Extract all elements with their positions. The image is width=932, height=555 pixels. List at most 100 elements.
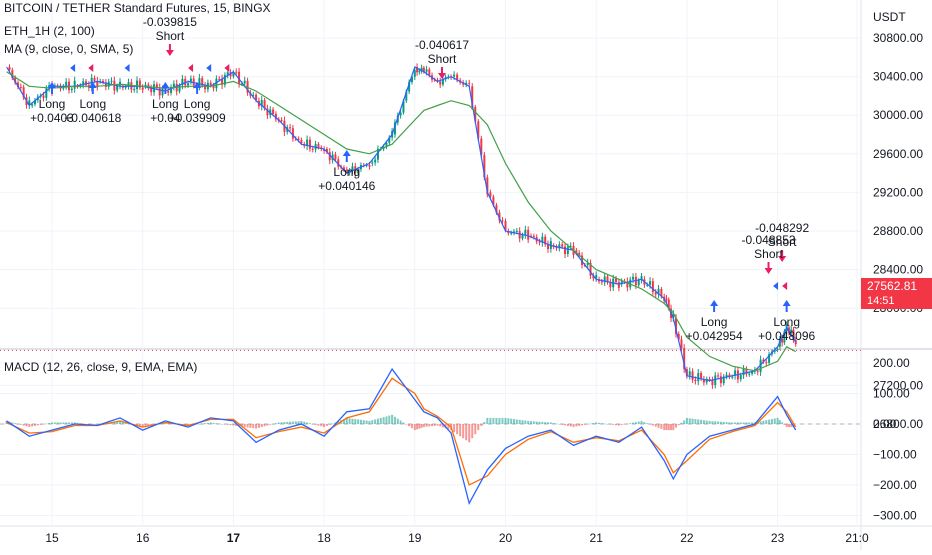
histogram-bar — [606, 424, 609, 425]
candle-body — [388, 137, 391, 143]
trade-flag-icon — [224, 64, 230, 72]
histogram-bar — [33, 424, 36, 426]
histogram-bar — [31, 424, 34, 427]
histogram-bar — [725, 422, 728, 424]
candle-body — [144, 84, 147, 87]
candle-body — [762, 359, 765, 362]
signal-value: -0.040617 — [415, 38, 469, 52]
candle-body — [351, 166, 354, 171]
long-arrow-icon — [161, 82, 170, 88]
candle-body — [742, 368, 745, 376]
histogram-bar — [510, 418, 513, 424]
candle-body — [547, 244, 550, 249]
candle-body — [530, 235, 533, 237]
candle-body — [667, 299, 670, 309]
histogram-bar — [73, 422, 76, 424]
histogram-bar — [615, 424, 618, 426]
candle-body — [640, 276, 643, 281]
trade-flag-icon — [88, 64, 94, 72]
histogram-bar — [263, 424, 266, 427]
histogram-bar — [583, 424, 586, 425]
candle-body — [637, 280, 640, 286]
histogram-bar — [564, 424, 567, 426]
histogram-bar — [665, 424, 668, 431]
signal-long: Long+0.040146 — [318, 150, 376, 193]
histogram-bar — [751, 422, 754, 424]
histogram-bar — [501, 417, 504, 424]
candle-body — [252, 94, 255, 96]
candle-body — [192, 78, 195, 86]
signal-label: Long — [773, 315, 800, 329]
candle-body — [96, 80, 99, 87]
histogram-bar — [439, 424, 442, 427]
histogram-bar — [719, 421, 722, 424]
histogram-bar — [626, 423, 629, 425]
histogram-bar — [359, 419, 362, 424]
candle-body — [158, 87, 161, 96]
candle-body — [311, 148, 314, 150]
candle-body — [161, 88, 164, 96]
time-tick-label: 23 — [771, 531, 785, 545]
long-arrow-icon — [88, 82, 97, 88]
macd-pane[interactable] — [0, 367, 861, 506]
candle-body — [223, 75, 226, 85]
candle-body — [725, 374, 728, 377]
histogram-bar — [362, 420, 365, 424]
candle-body — [685, 369, 688, 377]
candle-body — [541, 236, 544, 243]
candle-body — [657, 288, 660, 295]
histogram-bar — [623, 424, 626, 425]
histogram-bar — [612, 424, 615, 425]
candle-body — [345, 169, 348, 171]
candle-body — [272, 109, 275, 114]
candle-body — [518, 231, 521, 239]
candle-body — [14, 77, 17, 83]
histogram-bar — [783, 424, 786, 425]
candle-body — [702, 379, 705, 383]
histogram-bar — [297, 421, 300, 424]
histogram-bar — [420, 424, 423, 428]
candle-body — [308, 139, 311, 149]
last-price-badge: 27562.81 — [861, 278, 932, 295]
candle-body — [306, 139, 309, 146]
histogram-bar — [323, 424, 326, 428]
histogram-bar — [79, 423, 82, 424]
price-pane[interactable] — [0, 63, 861, 389]
price-tick-label: 30000.00 — [873, 108, 923, 122]
candle-body — [617, 282, 620, 288]
histogram-bar — [65, 422, 68, 424]
candle-body — [266, 108, 269, 116]
histogram-bar — [620, 424, 623, 425]
histogram-bar — [19, 424, 22, 425]
signal-label: Long — [152, 97, 179, 111]
histogram-bar — [87, 424, 90, 425]
histogram-bar — [223, 424, 226, 425]
macd-legend: MACD (12, 26, close, 9, EMA, EMA) — [4, 360, 198, 374]
histogram-bar — [238, 424, 241, 427]
candle-body — [325, 148, 328, 153]
histogram-bar — [589, 423, 592, 425]
histogram-bar — [308, 423, 311, 424]
candle-body — [498, 212, 501, 221]
candle-body — [167, 91, 170, 93]
candle-body — [768, 354, 771, 363]
time-tick-label: 21 — [590, 531, 604, 545]
histogram-bar — [113, 422, 116, 424]
candle-body — [121, 86, 124, 88]
histogram-bar — [314, 424, 317, 425]
signal-value: +0.039909 — [169, 111, 226, 125]
histogram-bar — [486, 417, 489, 424]
histogram-bar — [685, 417, 688, 424]
histogram-bar — [328, 424, 331, 425]
candle-body — [300, 140, 303, 143]
candle-body — [532, 235, 535, 238]
short-arrow-icon — [778, 256, 787, 262]
candle-body — [374, 159, 377, 163]
histogram-bar — [396, 418, 399, 424]
histogram-bar — [748, 422, 751, 424]
symbol-title: BITCOIN / TETHER Standard Futures, 15, B… — [4, 1, 271, 15]
candle-body — [521, 234, 524, 239]
histogram-bar — [660, 424, 663, 429]
